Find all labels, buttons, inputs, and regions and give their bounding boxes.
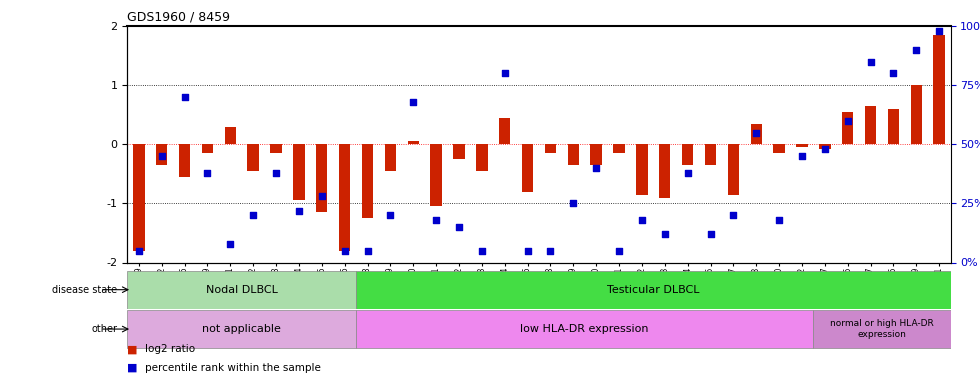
Bar bbox=[156, 144, 168, 165]
Bar bbox=[454, 144, 465, 159]
Bar bbox=[910, 85, 922, 144]
Bar bbox=[339, 144, 351, 251]
Point bbox=[360, 248, 375, 254]
Bar bbox=[636, 144, 648, 195]
Point bbox=[771, 217, 787, 223]
Point bbox=[543, 248, 559, 254]
Bar bbox=[819, 144, 830, 149]
Point bbox=[931, 28, 947, 34]
Text: Nodal DLBCL: Nodal DLBCL bbox=[206, 285, 277, 295]
Bar bbox=[567, 144, 579, 165]
Text: other: other bbox=[91, 324, 118, 334]
Bar bbox=[127, 271, 356, 309]
Bar bbox=[545, 144, 556, 153]
Point bbox=[612, 248, 627, 254]
Point bbox=[908, 47, 924, 53]
Bar bbox=[499, 118, 511, 144]
Text: ■: ■ bbox=[127, 363, 138, 373]
Point bbox=[634, 217, 650, 223]
Bar bbox=[796, 144, 808, 147]
Bar bbox=[362, 144, 373, 218]
Bar bbox=[202, 144, 214, 153]
Bar bbox=[127, 310, 356, 348]
Bar bbox=[613, 144, 625, 153]
Bar bbox=[247, 144, 259, 171]
Point bbox=[406, 99, 421, 105]
Point bbox=[269, 170, 284, 176]
Bar bbox=[476, 144, 488, 171]
Text: disease state: disease state bbox=[53, 285, 118, 295]
Point bbox=[222, 241, 238, 247]
Point bbox=[840, 118, 856, 124]
Bar bbox=[682, 144, 694, 165]
Point bbox=[451, 224, 466, 230]
Bar bbox=[705, 144, 716, 165]
Bar bbox=[356, 310, 813, 348]
Bar bbox=[385, 144, 396, 171]
Point bbox=[382, 212, 398, 218]
Point bbox=[817, 146, 833, 152]
Text: log2 ratio: log2 ratio bbox=[145, 344, 195, 354]
Point bbox=[245, 212, 261, 218]
Bar bbox=[773, 144, 785, 153]
Text: ■: ■ bbox=[127, 344, 138, 354]
Bar bbox=[133, 144, 145, 251]
Bar bbox=[933, 35, 945, 144]
Text: not applicable: not applicable bbox=[202, 324, 281, 334]
Point bbox=[154, 153, 170, 159]
Bar bbox=[751, 124, 762, 144]
Bar bbox=[356, 271, 951, 309]
Bar bbox=[430, 144, 442, 206]
Point bbox=[200, 170, 216, 176]
Bar bbox=[408, 141, 419, 144]
Bar bbox=[224, 127, 236, 144]
Bar bbox=[727, 144, 739, 195]
Point bbox=[131, 248, 147, 254]
Bar bbox=[813, 310, 951, 348]
Point bbox=[794, 153, 809, 159]
Point bbox=[749, 129, 764, 135]
Bar bbox=[865, 106, 876, 144]
Bar bbox=[270, 144, 282, 153]
Bar bbox=[660, 144, 670, 198]
Point bbox=[680, 170, 696, 176]
Text: Testicular DLBCL: Testicular DLBCL bbox=[607, 285, 700, 295]
Bar bbox=[521, 144, 533, 192]
Point bbox=[886, 70, 902, 76]
Text: normal or high HLA-DR
expression: normal or high HLA-DR expression bbox=[830, 320, 934, 339]
Point bbox=[703, 231, 718, 237]
Point bbox=[725, 212, 741, 218]
Point bbox=[428, 217, 444, 223]
Point bbox=[519, 248, 535, 254]
Bar bbox=[316, 144, 327, 212]
Text: percentile rank within the sample: percentile rank within the sample bbox=[145, 363, 320, 373]
Point bbox=[291, 207, 307, 213]
Point bbox=[314, 194, 329, 200]
Point bbox=[474, 248, 490, 254]
Point bbox=[657, 231, 672, 237]
Bar bbox=[842, 112, 854, 144]
Point bbox=[565, 200, 581, 206]
Point bbox=[176, 94, 192, 100]
Bar bbox=[590, 144, 602, 165]
Bar bbox=[178, 144, 190, 177]
Point bbox=[337, 248, 353, 254]
Point bbox=[862, 58, 878, 64]
Bar bbox=[888, 109, 900, 144]
Point bbox=[497, 70, 513, 76]
Text: GDS1960 / 8459: GDS1960 / 8459 bbox=[127, 11, 230, 24]
Text: low HLA-DR expression: low HLA-DR expression bbox=[520, 324, 649, 334]
Point bbox=[588, 165, 604, 171]
Bar bbox=[293, 144, 305, 201]
